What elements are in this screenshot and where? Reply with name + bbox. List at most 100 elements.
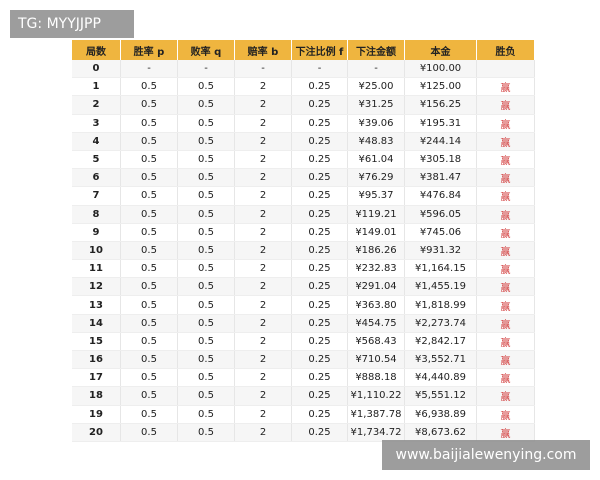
- table-cell: 18: [72, 386, 121, 406]
- table-cell: ¥48.83: [347, 132, 405, 151]
- table-row: 4 0.5 0.5 2 0.25 ¥48.83 ¥244.14 赢: [72, 132, 535, 151]
- table-cell: 0.5: [120, 77, 178, 97]
- table-cell: 0.5: [177, 114, 235, 133]
- table-cell: 2: [234, 132, 292, 151]
- table-cell: 赢: [476, 259, 535, 279]
- table-cell: 1: [72, 77, 121, 97]
- column-header: 败率 q: [177, 40, 235, 60]
- table-cell: 赢: [476, 150, 535, 170]
- table-cell: 0.25: [291, 368, 348, 388]
- table-cell: 0.5: [120, 95, 178, 115]
- table-cell: 0.5: [120, 405, 178, 424]
- table-cell: 0.5: [120, 277, 178, 297]
- table-cell: 12: [72, 277, 121, 297]
- column-header: 胜负: [476, 40, 535, 60]
- table-row: 1 0.5 0.5 2 0.25 ¥25.00 ¥125.00 赢: [72, 77, 535, 97]
- table-cell: 赢: [476, 114, 535, 133]
- table-cell: 20: [72, 423, 121, 442]
- table-row: 7 0.5 0.5 2 0.25 ¥95.37 ¥476.84 赢: [72, 186, 535, 206]
- table-cell: 2: [234, 405, 292, 424]
- table-cell: 16: [72, 350, 121, 370]
- table-row: 8 0.5 0.5 2 0.25 ¥119.21 ¥596.05 赢: [72, 205, 535, 224]
- table-cell: 5: [72, 150, 121, 170]
- table-cell: 0.25: [291, 77, 348, 97]
- table-cell: 0.5: [120, 350, 178, 370]
- table-cell: 0.5: [120, 332, 178, 352]
- table-row: 3 0.5 0.5 2 0.25 ¥39.06 ¥195.31 赢: [72, 114, 535, 133]
- table-cell: 0.5: [177, 150, 235, 170]
- table-cell: ¥291.04: [347, 277, 405, 297]
- table-cell: -: [177, 60, 235, 79]
- table-cell: 2: [234, 314, 292, 333]
- table-cell: 赢: [476, 95, 535, 115]
- table-cell: 赢: [476, 423, 535, 442]
- table-cell: 赢: [476, 350, 535, 370]
- table-cell: 0.25: [291, 350, 348, 370]
- table-cell: 3: [72, 114, 121, 133]
- table-cell: 2: [234, 332, 292, 352]
- table-row: 13 0.5 0.5 2 0.25 ¥363.80 ¥1,818.99 赢: [72, 295, 535, 315]
- table-cell: 2: [234, 259, 292, 279]
- table-cell: ¥931.32: [404, 241, 477, 261]
- table-cell: 0.25: [291, 223, 348, 242]
- table-cell: ¥6,938.89: [404, 405, 477, 424]
- table-row: 9 0.5 0.5 2 0.25 ¥149.01 ¥745.06 赢: [72, 223, 535, 242]
- table-cell: ¥156.25: [404, 95, 477, 115]
- table-cell: 赢: [476, 241, 535, 261]
- table-cell: ¥2,842.17: [404, 332, 477, 352]
- table-cell: 0.25: [291, 186, 348, 206]
- table-cell: 0.5: [177, 405, 235, 424]
- table-row: 6 0.5 0.5 2 0.25 ¥76.29 ¥381.47 赢: [72, 168, 535, 188]
- table-cell: 赢: [476, 405, 535, 424]
- table-cell: 赢: [476, 77, 535, 97]
- table-cell: ¥119.21: [347, 205, 405, 224]
- column-header: 赔率 b: [234, 40, 292, 60]
- table-cell: 0.5: [177, 186, 235, 206]
- table-cell: ¥195.31: [404, 114, 477, 133]
- table-cell: 0.25: [291, 332, 348, 352]
- table-row: 14 0.5 0.5 2 0.25 ¥454.75 ¥2,273.74 赢: [72, 314, 535, 333]
- table-cell: 2: [234, 150, 292, 170]
- table-cell: 0.5: [177, 423, 235, 442]
- table-cell: 2: [234, 205, 292, 224]
- table-cell: 0.25: [291, 386, 348, 406]
- table-cell: 0.5: [177, 95, 235, 115]
- table-row: 15 0.5 0.5 2 0.25 ¥568.43 ¥2,842.17 赢: [72, 332, 535, 352]
- table-cell: 0.25: [291, 95, 348, 115]
- table-cell: 0.25: [291, 168, 348, 188]
- data-table: 局数 胜率 p 败率 q 赔率 b 下注比例 f 下注金额 本金 胜负 0- - - - - ¥100.0…: [72, 40, 535, 442]
- table-cell: 0.25: [291, 423, 348, 442]
- table-cell: 赢: [476, 223, 535, 242]
- table-cell: 0.25: [291, 259, 348, 279]
- table-cell: 0.25: [291, 405, 348, 424]
- table-cell: ¥381.47: [404, 168, 477, 188]
- table-row: 19 0.5 0.5 2 0.25 ¥1,387.78 ¥6,938.89 赢: [72, 405, 535, 424]
- table-cell: 0.25: [291, 314, 348, 333]
- table-cell: 0: [72, 60, 121, 79]
- table-cell: 6: [72, 168, 121, 188]
- table-cell: ¥95.37: [347, 186, 405, 206]
- column-header: 胜率 p: [120, 40, 178, 60]
- table-cell: 赢: [476, 295, 535, 315]
- table-cell: 9: [72, 223, 121, 242]
- column-header: 下注金额: [347, 40, 405, 60]
- table-cell: 2: [234, 114, 292, 133]
- table-cell: 0.5: [177, 77, 235, 97]
- table-cell: 10: [72, 241, 121, 261]
- table-row: 12 0.5 0.5 2 0.25 ¥291.04 ¥1,455.19 赢: [72, 277, 535, 297]
- table-cell: 14: [72, 314, 121, 333]
- table-cell: 2: [234, 386, 292, 406]
- table-cell: ¥363.80: [347, 295, 405, 315]
- table-cell: ¥1,818.99: [404, 295, 477, 315]
- table-cell: 2: [234, 95, 292, 115]
- table-row: 20 0.5 0.5 2 0.25 ¥1,734.72 ¥8,673.62 赢: [72, 423, 535, 442]
- table-cell: 0.5: [177, 332, 235, 352]
- table-cell: 2: [72, 95, 121, 115]
- table-cell: 0.5: [177, 241, 235, 261]
- table-row: 17 0.5 0.5 2 0.25 ¥888.18 ¥4,440.89 赢: [72, 368, 535, 388]
- table-cell: 2: [234, 423, 292, 442]
- table-cell: 17: [72, 368, 121, 388]
- table-row: 5 0.5 0.5 2 0.25 ¥61.04 ¥305.18 赢: [72, 150, 535, 170]
- table-cell: 0.5: [177, 205, 235, 224]
